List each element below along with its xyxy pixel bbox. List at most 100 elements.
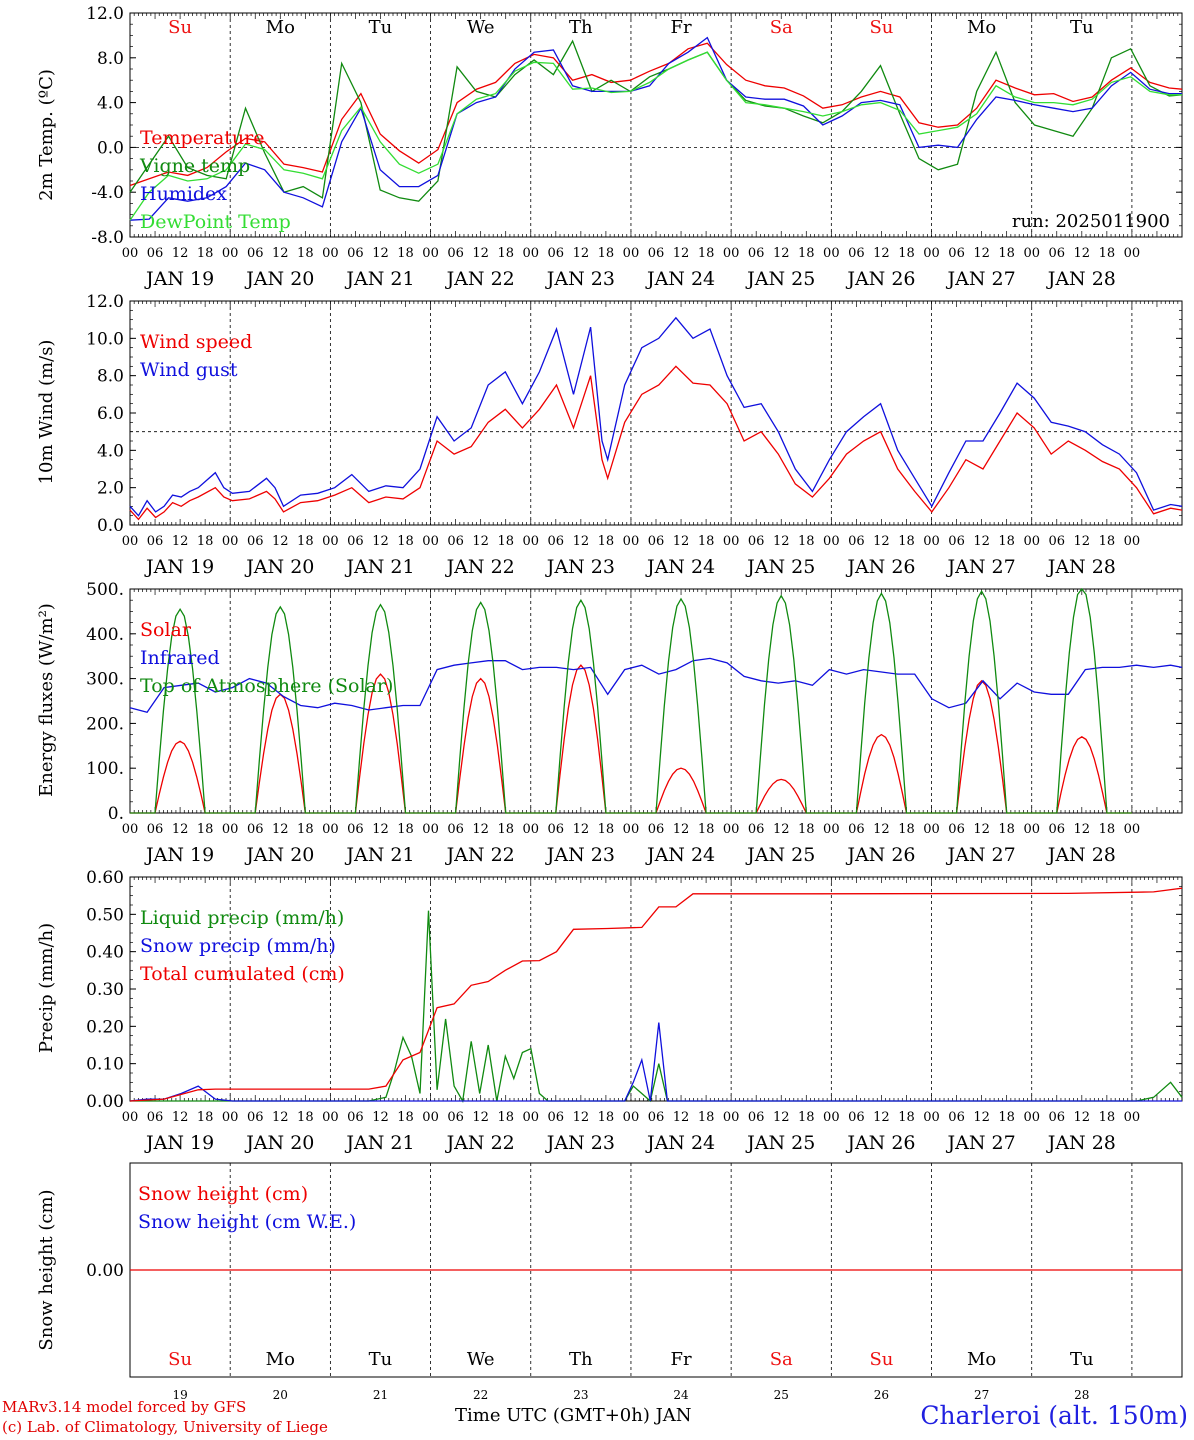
hour-tick-label: 18: [297, 1110, 314, 1125]
hour-tick-label: 12: [773, 1110, 790, 1125]
hour-tick-label: 06: [347, 534, 364, 549]
hour-tick-label: 00: [623, 822, 640, 837]
hour-tick-label: 12: [172, 534, 189, 549]
hour-tick-label: 12: [973, 246, 990, 261]
y-tick-label: 8.0: [97, 49, 124, 69]
hour-tick-label: 00: [623, 534, 640, 549]
hour-tick-label: 06: [848, 534, 865, 549]
panel-frame: [129, 12, 1183, 238]
hour-tick-label: 12: [673, 534, 690, 549]
weekday-label: Tu: [369, 1349, 393, 1370]
hour-tick-label: 12: [472, 1110, 489, 1125]
legend-entry: Vigne temp: [139, 155, 250, 177]
hour-tick-label: 00: [923, 1110, 940, 1125]
date-label: JAN 27: [946, 1132, 1016, 1154]
date-label: JAN 21: [344, 1132, 414, 1154]
weekday-label: Mo: [266, 1349, 295, 1370]
weekday-label: Su: [168, 1349, 192, 1370]
date-label: JAN 19: [144, 1132, 214, 1154]
hour-tick-label: 12: [573, 246, 590, 261]
date-label: JAN 19: [144, 268, 214, 290]
weekday-label: Su: [869, 17, 893, 38]
y-tick-label: 100.: [86, 759, 124, 779]
hour-tick-label: 18: [898, 1110, 915, 1125]
date-label: JAN 26: [845, 844, 915, 866]
hour-tick-label: 00: [1023, 822, 1040, 837]
y-tick-label: 200.: [86, 714, 124, 734]
date-label: JAN 23: [545, 1132, 615, 1154]
hour-tick-label: 06: [748, 822, 765, 837]
hour-tick-label: 18: [197, 246, 214, 261]
legend-entry: Snow precip (mm/h): [140, 935, 336, 957]
hour-tick-label: 00: [923, 246, 940, 261]
date-label: JAN 24: [645, 556, 715, 578]
y-axis-label: Precip (mm/h): [36, 923, 57, 1053]
date-label: JAN 26: [845, 556, 915, 578]
y-tick-label: 0.0: [97, 516, 124, 536]
hour-tick-label: 06: [548, 822, 565, 837]
weekday-label: Su: [168, 17, 192, 38]
hour-tick-label: 12: [873, 534, 890, 549]
hour-tick-label: 00: [723, 534, 740, 549]
y-tick-label: 0.20: [86, 1017, 124, 1037]
series-line-wind-gust: [129, 316, 1183, 517]
footer-credits: MARv3.14 model forced by GFS (c) Lab. of…: [2, 1397, 328, 1437]
hour-tick-label: 00: [122, 1110, 139, 1125]
panel-frame: [129, 300, 1183, 526]
hour-tick-label: 18: [1099, 1110, 1116, 1125]
hour-tick-label: 18: [497, 246, 514, 261]
series-line-top-of-atmosphere-solar-: [130, 587, 1132, 814]
hour-tick-label: 00: [222, 1110, 239, 1125]
y-tick-label: 10.0: [86, 329, 124, 349]
hour-tick-label: 18: [1099, 246, 1116, 261]
date-label: JAN 22: [445, 844, 515, 866]
hour-tick-label: 06: [648, 822, 665, 837]
day-number-label: 27: [974, 1388, 989, 1402]
weekday-label: Sa: [770, 17, 793, 38]
hour-tick-label: 06: [548, 246, 565, 261]
hour-tick-label: 12: [272, 1110, 289, 1125]
hour-tick-label: 18: [798, 534, 815, 549]
day-number-label: 21: [373, 1388, 388, 1402]
hour-tick-label: 18: [698, 822, 715, 837]
hour-tick-label: 06: [848, 1110, 865, 1125]
hour-tick-label: 00: [923, 822, 940, 837]
weekday-label: Th: [569, 17, 593, 38]
hour-tick-label: 06: [247, 822, 264, 837]
hour-tick-label: 06: [648, 246, 665, 261]
model-label: MARv3.14 model forced by GFS: [2, 1398, 247, 1416]
series-line-infrared: [129, 657, 1183, 713]
date-label: JAN 20: [244, 1132, 314, 1154]
y-tick-label: 0.10: [86, 1055, 124, 1075]
hour-tick-label: 00: [422, 534, 439, 549]
hour-tick-label: 00: [522, 534, 539, 549]
date-label: JAN 20: [244, 844, 314, 866]
y-tick-label: 4.0: [97, 441, 124, 461]
hour-tick-label: 06: [1048, 534, 1065, 549]
date-label: JAN 28: [1046, 268, 1116, 290]
hour-tick-label: 18: [598, 534, 615, 549]
hour-tick-label: 18: [698, 534, 715, 549]
y-tick-label: 500.: [86, 580, 124, 600]
y-tick-label: 0.30: [86, 980, 124, 1000]
y-tick-label: 300.: [86, 670, 124, 690]
hour-tick-label: 12: [1074, 246, 1091, 261]
hour-tick-label: 18: [698, 1110, 715, 1125]
hour-tick-label: 12: [372, 534, 389, 549]
hour-tick-label: 12: [973, 534, 990, 549]
hour-tick-label: 00: [1023, 246, 1040, 261]
hour-tick-label: 12: [573, 534, 590, 549]
hour-tick-label: 18: [998, 534, 1015, 549]
hour-tick-label: 18: [1099, 822, 1116, 837]
run-annotation: run: 2025011900: [1012, 211, 1170, 232]
hour-tick-label: 18: [297, 822, 314, 837]
weekday-label: Mo: [967, 1349, 996, 1370]
hour-tick-label: 00: [823, 822, 840, 837]
date-label: JAN 25: [745, 844, 815, 866]
legend-entry: Humidex: [140, 183, 227, 205]
series-line-dewpoint-temp: [129, 51, 1182, 221]
hour-tick-label: 06: [848, 822, 865, 837]
hour-tick-label: 06: [848, 246, 865, 261]
hour-tick-label: 00: [1124, 246, 1141, 261]
date-label: JAN 26: [845, 268, 915, 290]
